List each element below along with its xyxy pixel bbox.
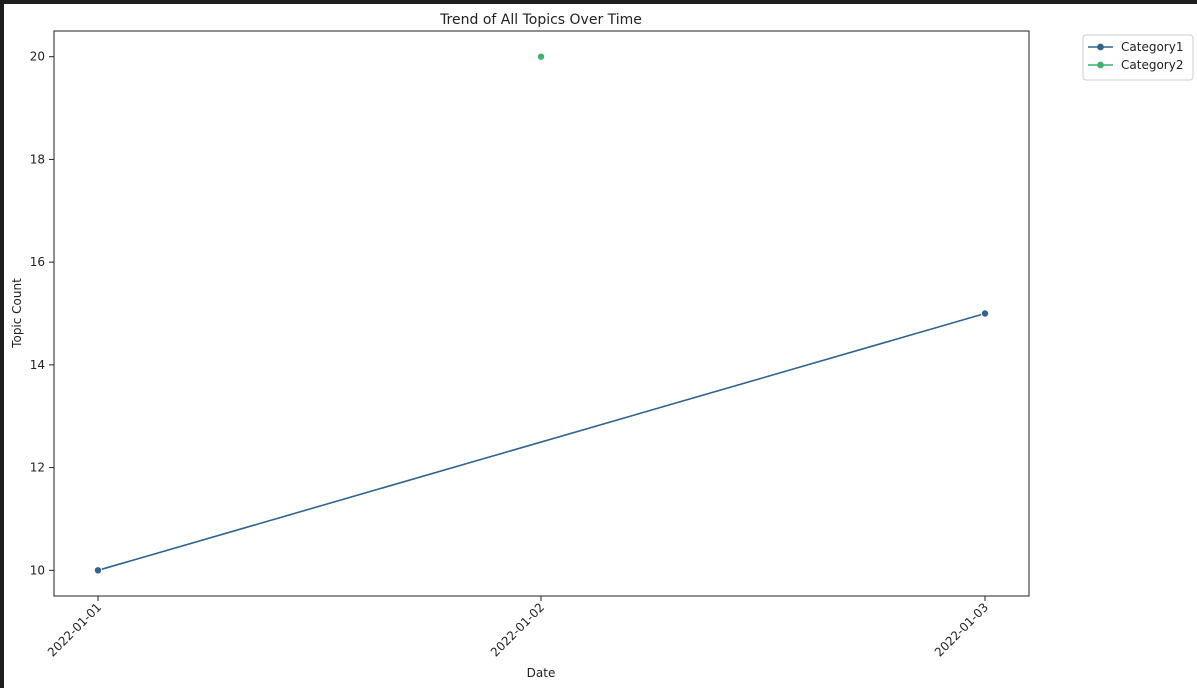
data-point-category2: [537, 52, 546, 61]
y-tick-label: 16: [30, 255, 45, 269]
y-axis-label: Topic Count: [10, 278, 24, 349]
window-frame-top: [0, 0, 1197, 4]
series-line-category1: [97, 312, 986, 572]
legend: Category1 Category2: [1082, 34, 1194, 81]
x-tick-label: 2022-01-02: [488, 600, 547, 659]
legend-marker-category1: [1097, 43, 1104, 51]
series-layer: [94, 52, 990, 575]
legend-label: Category1: [1121, 40, 1183, 54]
x-axis-label: Date: [527, 666, 556, 680]
y-tick-label: 14: [30, 358, 45, 372]
chart-title: Trend of All Topics Over Time: [439, 12, 642, 28]
y-tick-label: 10: [30, 563, 45, 577]
data-point-category1: [981, 309, 990, 318]
y-axis: 10 12 14 16 18 20: [30, 50, 54, 577]
legend-label: Category2: [1121, 58, 1183, 72]
legend-marker-category2: [1097, 61, 1104, 69]
window-frame-left: [0, 0, 4, 688]
plot-area: [53, 30, 1030, 597]
x-tick-label: 2022-01-01: [45, 600, 104, 659]
x-tick-label: 2022-01-03: [932, 600, 991, 659]
x-axis: 2022-01-01 2022-01-02 2022-01-03: [45, 596, 991, 659]
y-tick-label: 18: [30, 152, 45, 166]
y-tick-label: 20: [30, 50, 45, 64]
data-point-category1: [94, 566, 103, 575]
y-tick-label: 12: [30, 461, 45, 475]
